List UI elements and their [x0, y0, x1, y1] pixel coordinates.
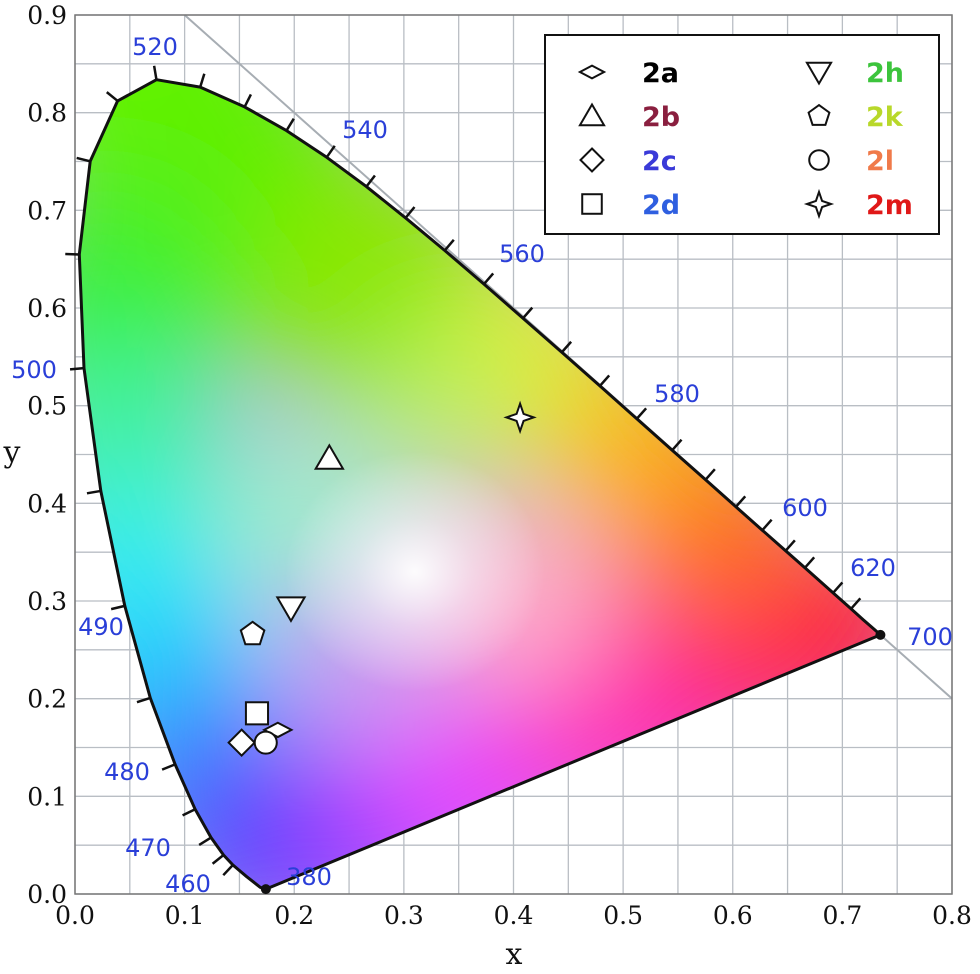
locus-tick: [154, 66, 156, 80]
locus-tick: [70, 368, 84, 369]
wavelength-label: 540: [342, 116, 388, 144]
y-axis-title: y: [3, 435, 21, 470]
y-tick-label: 0.5: [27, 392, 67, 421]
y-tick-label: 0.3: [27, 587, 67, 616]
x-tick-label: 0.7: [822, 901, 862, 930]
legend-label-2h: 2h: [866, 58, 904, 89]
legend-label-2m: 2m: [866, 190, 913, 221]
x-axis-title: x: [506, 937, 523, 969]
locus-tick: [77, 158, 91, 161]
y-tick-label: 0.6: [27, 294, 67, 323]
locus-tick: [706, 469, 715, 479]
locus-tick: [484, 273, 493, 284]
data-point-2l: [255, 732, 277, 754]
locus-tick: [327, 146, 335, 157]
locus-tick: [562, 342, 571, 352]
y-tick-label: 0.8: [27, 99, 67, 128]
wavelength-label: 480: [104, 758, 150, 786]
locus-tick: [111, 606, 125, 609]
y-tick-label: 0.2: [27, 685, 67, 714]
wavelength-label: 600: [782, 494, 828, 522]
y-tick-label: 0.1: [27, 782, 67, 811]
legend-label-2c: 2c: [642, 146, 677, 177]
legend-label-2l: 2l: [866, 146, 894, 177]
locus-tick: [223, 865, 233, 875]
locus-tick: [672, 440, 681, 450]
locus-tick: [805, 557, 814, 567]
locus-tick: [851, 598, 860, 608]
legend: 2a 2b 2c 2d 2h 2k 2l 2m: [545, 35, 939, 234]
locus-tick: [762, 520, 771, 530]
wavelength-label: 620: [850, 554, 896, 582]
locus-tick: [199, 838, 211, 845]
x-tick-label: 0.8: [932, 901, 972, 930]
y-tick-label: 0.4: [27, 489, 67, 518]
legend-marker-2l: [809, 150, 829, 170]
wavelength-label: 470: [125, 834, 171, 862]
legend-marker-2d: [582, 194, 602, 214]
x-tick-label: 0.5: [603, 901, 643, 930]
locus-end-380: [261, 884, 271, 894]
locus-tick: [833, 582, 842, 592]
x-tick-label: 0.3: [384, 901, 424, 930]
wavelength-label: 460: [165, 870, 211, 898]
locus-tick: [736, 496, 745, 506]
wavelength-label: 500: [11, 356, 57, 384]
locus-tick: [200, 74, 204, 87]
y-tick-label: 0.7: [27, 196, 67, 225]
locus-tick: [87, 491, 101, 493]
x-tick-label: 0.6: [713, 901, 753, 930]
locus-tick: [600, 375, 609, 385]
wavelength-label: 490: [78, 613, 124, 641]
wavelength-label: 520: [132, 33, 178, 61]
locus-tick: [523, 308, 532, 319]
locus-tick: [107, 92, 118, 101]
locus-tick: [286, 119, 293, 131]
legend-label-2k: 2k: [866, 102, 904, 133]
locus-tick: [445, 240, 454, 251]
wavelength-label: 380: [286, 863, 332, 891]
y-tick-label: 0.9: [27, 1, 67, 30]
white-point-glow: [285, 452, 545, 692]
locus-end-700: [875, 630, 885, 640]
wavelength-label: 580: [654, 380, 700, 408]
data-point-2d: [246, 702, 268, 724]
legend-label-2b: 2b: [642, 102, 680, 133]
locus-tick: [245, 94, 251, 106]
legend-label-2a: 2a: [642, 58, 679, 89]
wavelength-label: 560: [499, 240, 545, 268]
x-tick-label: 0.4: [494, 901, 534, 930]
x-tick-label: 0.2: [274, 901, 314, 930]
legend-label-2d: 2d: [642, 190, 680, 221]
wavelength-label: 700: [907, 623, 953, 651]
locus-tick: [637, 408, 646, 418]
locus-tick: [162, 764, 175, 769]
y-tick-label: 0.0: [27, 880, 67, 909]
x-tick-label: 0.1: [165, 901, 205, 930]
locus-tick: [213, 855, 224, 864]
